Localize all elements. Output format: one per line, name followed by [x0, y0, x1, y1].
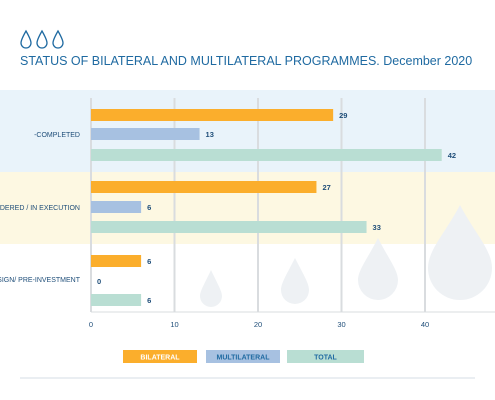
bar — [91, 128, 200, 140]
chart-title: STATUS OF BILATERAL AND MULTILATERAL PRO… — [20, 54, 472, 68]
legend-label: MULTILATERAL — [216, 355, 270, 362]
decorative-drops — [200, 205, 492, 307]
legend-label: BILATERAL — [140, 355, 180, 362]
bar — [91, 181, 317, 193]
data-label: 0 — [97, 277, 101, 286]
category-label: NDERED / IN EXECUTION — [0, 205, 80, 212]
bar — [91, 255, 142, 267]
data-label: 6 — [147, 257, 151, 266]
bar — [91, 201, 142, 213]
data-label: 42 — [448, 151, 456, 160]
x-tick-label: 20 — [254, 320, 262, 329]
legend-swatch — [206, 350, 280, 363]
data-label: 13 — [206, 130, 214, 139]
legend-swatch — [123, 350, 197, 363]
data-label: 33 — [373, 223, 381, 232]
data-label: 6 — [147, 296, 151, 305]
data-label: 6 — [147, 203, 151, 212]
data-label: 29 — [339, 111, 347, 120]
category-band — [0, 244, 495, 318]
category-label: -COMPLETED — [34, 132, 80, 139]
legend-swatch — [287, 350, 364, 363]
x-tick-label: 30 — [337, 320, 345, 329]
bar — [91, 109, 334, 121]
bar — [91, 221, 367, 233]
category-label: SIGN/ PRE-INVESTMENT — [0, 277, 81, 284]
x-tick-label: 10 — [170, 320, 178, 329]
x-tick-label: 40 — [421, 320, 429, 329]
bar — [91, 149, 442, 161]
x-tick-label: 0 — [89, 320, 93, 329]
data-label: 27 — [322, 183, 330, 192]
legend-label: TOTAL — [314, 355, 337, 362]
water-drops-icon — [20, 29, 64, 49]
bar — [91, 294, 142, 306]
